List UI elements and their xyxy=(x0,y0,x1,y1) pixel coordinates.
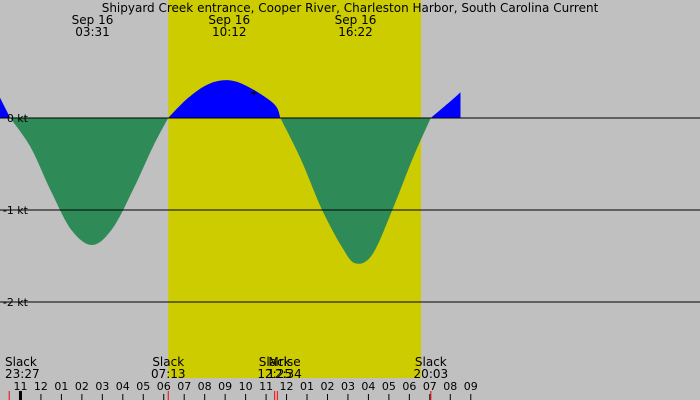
x-tick-label: 03 xyxy=(341,380,355,393)
gridlines xyxy=(0,117,700,303)
x-tick-label: 12 xyxy=(34,380,48,393)
peak-time: 03:31 xyxy=(75,25,110,39)
x-tick-label: 04 xyxy=(361,380,375,393)
peak-time: 10:12 xyxy=(212,25,247,39)
event-annotations: Slack23:27Slack07:13Slack12:25Mrise12:34… xyxy=(5,355,448,381)
peak-date: Sep 16 xyxy=(208,13,250,27)
x-tick-label: 02 xyxy=(320,380,334,393)
event-time: 20:03 xyxy=(414,367,449,381)
x-tick-label: 12 xyxy=(280,380,294,393)
event-label: Slack xyxy=(259,355,291,369)
x-axis-ticks: 11 12 01 02 03 04 05 06 07 08 09 10 11 12 01 02 03 04 05 06… xyxy=(8,380,478,400)
x-tick-label: 07 xyxy=(177,380,191,393)
peak-date: Sep 16 xyxy=(335,13,377,27)
x-tick-label: 11 xyxy=(259,380,273,393)
x-tick-label: 09 xyxy=(218,380,232,393)
x-tick-label: 06 xyxy=(402,380,416,393)
y-tick-label: 0 kt xyxy=(7,112,29,125)
peak-date: Sep 16 xyxy=(72,13,114,27)
event-label: Slack xyxy=(5,355,37,369)
x-tick-label: 03 xyxy=(95,380,109,393)
y-axis-labels: 0 kt -1 kt -2 kt xyxy=(3,112,29,309)
x-tick-label: 05 xyxy=(382,380,396,393)
event-time: 12:25 xyxy=(257,367,292,381)
event-time: 07:13 xyxy=(151,367,186,381)
x-tick-label: 09 xyxy=(464,380,478,393)
current-areas xyxy=(0,80,461,264)
x-tick-label: 08 xyxy=(198,380,212,393)
y-tick-label: -2 kt xyxy=(3,296,29,309)
x-tick-label: 01 xyxy=(54,380,68,393)
chart-title: Shipyard Creek entrance, Cooper River, C… xyxy=(102,1,599,15)
moon-transit-marker xyxy=(250,90,257,97)
x-tick-label: 06 xyxy=(157,380,171,393)
event-label: Slack xyxy=(152,355,184,369)
x-tick-label: 10 xyxy=(239,380,253,393)
x-tick-label: 05 xyxy=(136,380,150,393)
x-tick-label: 04 xyxy=(116,380,130,393)
flood-area-4 xyxy=(430,92,461,118)
event-time: 12:34 xyxy=(267,367,302,381)
ebb-area-1 xyxy=(10,118,169,246)
event-label: Mrise xyxy=(268,355,300,369)
x-tick-label: 08 xyxy=(443,380,457,393)
event-label: Slack xyxy=(415,355,447,369)
x-tick-label: 01 xyxy=(300,380,314,393)
flood-area-0 xyxy=(0,97,11,118)
x-tick-label: 02 xyxy=(75,380,89,393)
y-tick-label: -1 kt xyxy=(3,204,29,217)
x-tick-label: 07 xyxy=(423,380,437,393)
x-tick-label: 11 xyxy=(13,380,27,393)
event-time: 23:27 xyxy=(5,367,40,381)
ebb-area-3 xyxy=(280,118,431,264)
peak-time: 16:22 xyxy=(338,25,373,39)
flood-area-2 xyxy=(168,80,281,118)
